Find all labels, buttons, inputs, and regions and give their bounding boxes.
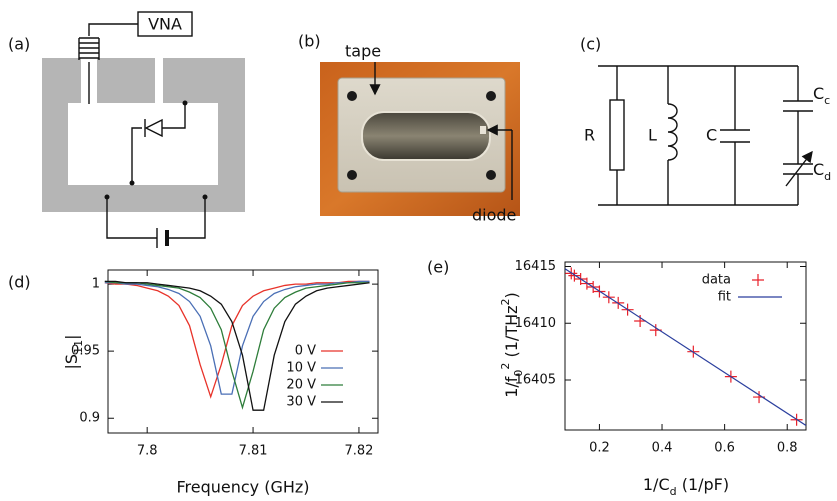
diode-label: diode bbox=[472, 206, 516, 225]
legend-label: data bbox=[702, 273, 731, 288]
label-run: 11 bbox=[72, 340, 85, 354]
series-line bbox=[104, 280, 370, 411]
node bbox=[129, 180, 135, 186]
l-label: L bbox=[648, 126, 657, 145]
series-line bbox=[104, 280, 370, 399]
series-line bbox=[104, 280, 370, 410]
label-run: C bbox=[813, 84, 824, 103]
label-run: C bbox=[813, 160, 824, 179]
y-tick-label: 1 bbox=[92, 277, 100, 292]
label-run: 2 bbox=[499, 298, 512, 305]
r-label: R bbox=[584, 126, 595, 145]
bias-wire bbox=[106, 197, 206, 248]
y-axis-title: |S11| bbox=[62, 335, 85, 370]
c-label: C bbox=[706, 126, 717, 145]
x-tick-label: 0.8 bbox=[777, 441, 798, 456]
label-run: (1/THz bbox=[502, 305, 521, 362]
label-run: c bbox=[824, 94, 830, 107]
recess bbox=[361, 111, 491, 161]
legend-swatch bbox=[752, 274, 764, 286]
inductor bbox=[667, 103, 678, 161]
diode-wire bbox=[131, 103, 186, 183]
label-run: (1/pF) bbox=[677, 475, 730, 494]
panel-label: (d) bbox=[8, 273, 31, 292]
label-run: 1/C bbox=[643, 475, 670, 494]
x-axis-title: Frequency (GHz) bbox=[176, 478, 309, 497]
y-axis-title: 1/f02 (1/THz2) bbox=[499, 292, 525, 398]
cavity bbox=[68, 103, 218, 185]
screw bbox=[347, 91, 357, 101]
y-tick-label: 16415 bbox=[515, 259, 556, 274]
screw bbox=[486, 91, 496, 101]
panel-label: (e) bbox=[427, 258, 449, 277]
label-run: 0 bbox=[512, 370, 525, 377]
x-axis-title: 1/Cd (1/pF) bbox=[643, 475, 729, 498]
panel-c: (c) R L C Cc Cd bbox=[580, 35, 831, 206]
x-tick-label: 7.82 bbox=[344, 444, 373, 459]
panel-label: (b) bbox=[298, 32, 321, 51]
panel-label: (a) bbox=[8, 35, 30, 54]
label-run: 2 bbox=[499, 363, 512, 370]
x-tick-label: 7.81 bbox=[239, 444, 268, 459]
plot-frame bbox=[564, 261, 807, 431]
y-tick-label: 0.9 bbox=[79, 411, 100, 426]
diode bbox=[144, 118, 163, 138]
capacitor bbox=[720, 129, 750, 143]
fit-line bbox=[565, 268, 806, 426]
node bbox=[202, 194, 208, 200]
node bbox=[104, 194, 110, 200]
tape-label: tape bbox=[345, 42, 381, 61]
x-tick-label: 7.8 bbox=[137, 444, 158, 459]
legend-label: fit bbox=[718, 290, 731, 305]
panel-b: (b) tape diode bbox=[298, 32, 520, 225]
label-run: 1/f bbox=[502, 376, 521, 398]
feed-wire bbox=[88, 23, 138, 104]
y-tick-label: 16410 bbox=[515, 316, 556, 331]
node bbox=[182, 100, 188, 106]
circuit-wire bbox=[598, 65, 799, 206]
gap bbox=[155, 58, 163, 104]
series-line bbox=[104, 280, 370, 395]
y-tick-label: 0.95 bbox=[71, 344, 100, 359]
diode-chip bbox=[480, 126, 486, 134]
panel-a: (a) VNA bbox=[8, 11, 245, 248]
cc-label: Cc bbox=[813, 84, 830, 107]
screw bbox=[347, 170, 357, 180]
legend-label: 0 V bbox=[295, 344, 316, 359]
vna-label: VNA bbox=[148, 15, 182, 34]
legend-label: 10 V bbox=[286, 361, 316, 376]
label-run: | bbox=[62, 335, 81, 340]
x-tick-label: 0.2 bbox=[589, 441, 610, 456]
coil bbox=[78, 37, 100, 60]
y-tick-label: 16405 bbox=[515, 373, 556, 388]
capacitor bbox=[783, 100, 813, 175]
panel-label: (c) bbox=[580, 35, 601, 54]
vna-box bbox=[137, 11, 193, 37]
cd-label: Cd bbox=[813, 160, 831, 183]
label-run: d bbox=[824, 170, 831, 183]
label-run: |S bbox=[62, 354, 81, 370]
label-run: ) bbox=[502, 292, 521, 298]
varactor-arrow bbox=[785, 150, 813, 187]
legend-label: 30 V bbox=[286, 395, 316, 410]
resistor bbox=[609, 99, 625, 171]
x-tick-label: 0.4 bbox=[652, 441, 673, 456]
screw bbox=[486, 170, 496, 180]
label-run: d bbox=[670, 485, 677, 498]
x-tick-label: 0.6 bbox=[714, 441, 735, 456]
legend-label: 20 V bbox=[286, 378, 316, 393]
